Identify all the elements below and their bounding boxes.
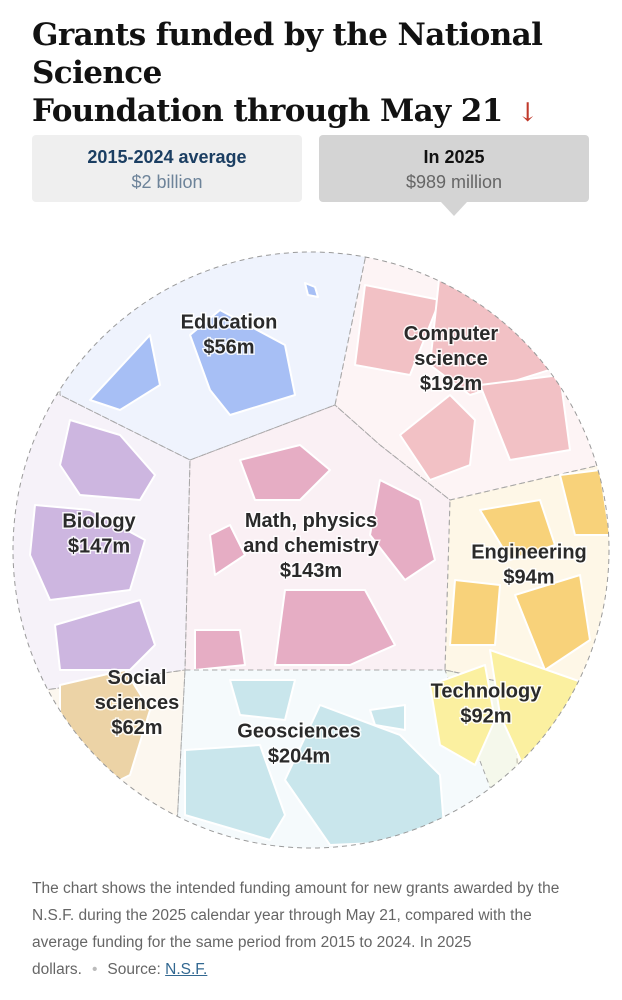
grant-cell-engineering-2	[449, 579, 501, 646]
toggle-average-label: 2015-2024 average	[87, 147, 247, 167]
grant-cell-technology-1	[429, 664, 496, 766]
label-education: Education $56m	[181, 312, 278, 359]
label-technology-value: $92m	[460, 706, 511, 728]
label-engineering-name-line-1: Engineering	[471, 542, 587, 564]
label-math-physics-and-chemistry-name-line-2: and chemistry	[243, 535, 379, 557]
label-education-value: $56m	[203, 337, 254, 359]
label-computer-science-name-line-2: science	[414, 348, 487, 370]
source-link[interactable]: N.S.F.	[165, 961, 208, 978]
toggle-average-value: $2 billion	[131, 172, 203, 192]
grant-cell-biology-3	[54, 599, 156, 671]
grant-cell-geosciences-1	[229, 679, 296, 721]
footnote: The chart shows the intended funding amo…	[32, 875, 592, 983]
label-biology-name-line-1: Biology	[62, 511, 136, 533]
toggle-2025-label: In 2025	[423, 147, 485, 167]
label-computer-science: Computer science $192m	[404, 323, 499, 395]
grant-cell-biology-1	[59, 419, 156, 501]
grant-cell-math-physics-and-chemistry-5	[194, 629, 246, 671]
label-social-sciences-name-line-1: Social	[108, 667, 167, 689]
toggle-2025-button[interactable]: In 2025 $989 million	[319, 135, 589, 202]
chart-regions	[13, 252, 609, 848]
toggle-average-button[interactable]: 2015-2024 average $2 billion	[32, 135, 302, 202]
grant-cell-computer-science-1	[354, 284, 441, 376]
title-line-1: Grants funded by the National Science	[32, 17, 543, 91]
chart-outline	[12, 251, 610, 849]
grant-cell-geosciences-3	[284, 704, 446, 846]
grant-cell-math-physics-and-chemistry-3	[274, 589, 396, 666]
label-biology: Biology $147m	[62, 511, 136, 558]
label-geosciences: Geosciences $204m	[237, 721, 360, 768]
label-technology-name-line-1: Technology	[431, 681, 543, 703]
chart-labels: Education $56m Computer science $192m Biology…	[61, 310, 588, 769]
voronoi-chart: Education $56m Computer science $192m Biology…	[12, 251, 610, 849]
label-technology: Technology $92m	[431, 681, 543, 728]
label-biology-value: $147m	[68, 536, 130, 558]
label-computer-science-value: $192m	[420, 373, 482, 395]
grant-cell-engineering-4	[559, 469, 609, 536]
grant-cell-math-physics-and-chemistry-2	[369, 479, 436, 581]
label-math-physics-and-chemistry-value: $143m	[280, 560, 342, 582]
title-line-2: Foundation through May 21	[32, 93, 503, 129]
grant-cell-education-2	[189, 309, 296, 416]
grant-cell-geosciences-2	[184, 744, 286, 841]
selected-indicator	[441, 202, 467, 216]
grant-cell-education-1	[89, 334, 161, 411]
label-math-physics-and-chemistry-name-line-1: Math, physics	[245, 510, 377, 532]
grant-cell-computer-science-3	[479, 374, 571, 461]
grant-cell-math-physics-and-chemistry-1	[239, 444, 331, 501]
grant-cell-engineering-1	[479, 499, 556, 561]
toggle-2025-value: $989 million	[405, 172, 503, 192]
grant-cell-biology-2	[29, 504, 146, 601]
grant-cell-computer-science-4	[399, 394, 476, 481]
label-engineering: Engineering $94m	[471, 542, 587, 589]
grant-cell-engineering-3	[514, 574, 591, 671]
label-computer-science-name-line-1: Computer	[404, 323, 499, 345]
grant-cell-math-physics-and-chemistry-4	[209, 524, 246, 576]
label-social-sciences-name-line-2: sciences	[95, 692, 180, 714]
label-education-name-line-1: Education	[181, 312, 278, 334]
separator-dot: •	[91, 961, 98, 978]
label-social-sciences: Social sciences $62m	[95, 667, 180, 739]
footnote-text: The chart shows the intended funding amo…	[32, 880, 560, 978]
grant-cell-geosciences-4	[369, 704, 406, 731]
label-social-sciences-value: $62m	[111, 717, 162, 739]
source-label: Source:	[107, 961, 161, 978]
label-engineering-value: $94m	[503, 567, 554, 589]
grant-cell-education-3	[304, 282, 319, 298]
label-geosciences-value: $204m	[268, 746, 330, 768]
label-geosciences-name-line-1: Geosciences	[237, 721, 360, 743]
label-math-physics-and-chemistry: Math, physics and chemistry $143m	[243, 510, 379, 582]
